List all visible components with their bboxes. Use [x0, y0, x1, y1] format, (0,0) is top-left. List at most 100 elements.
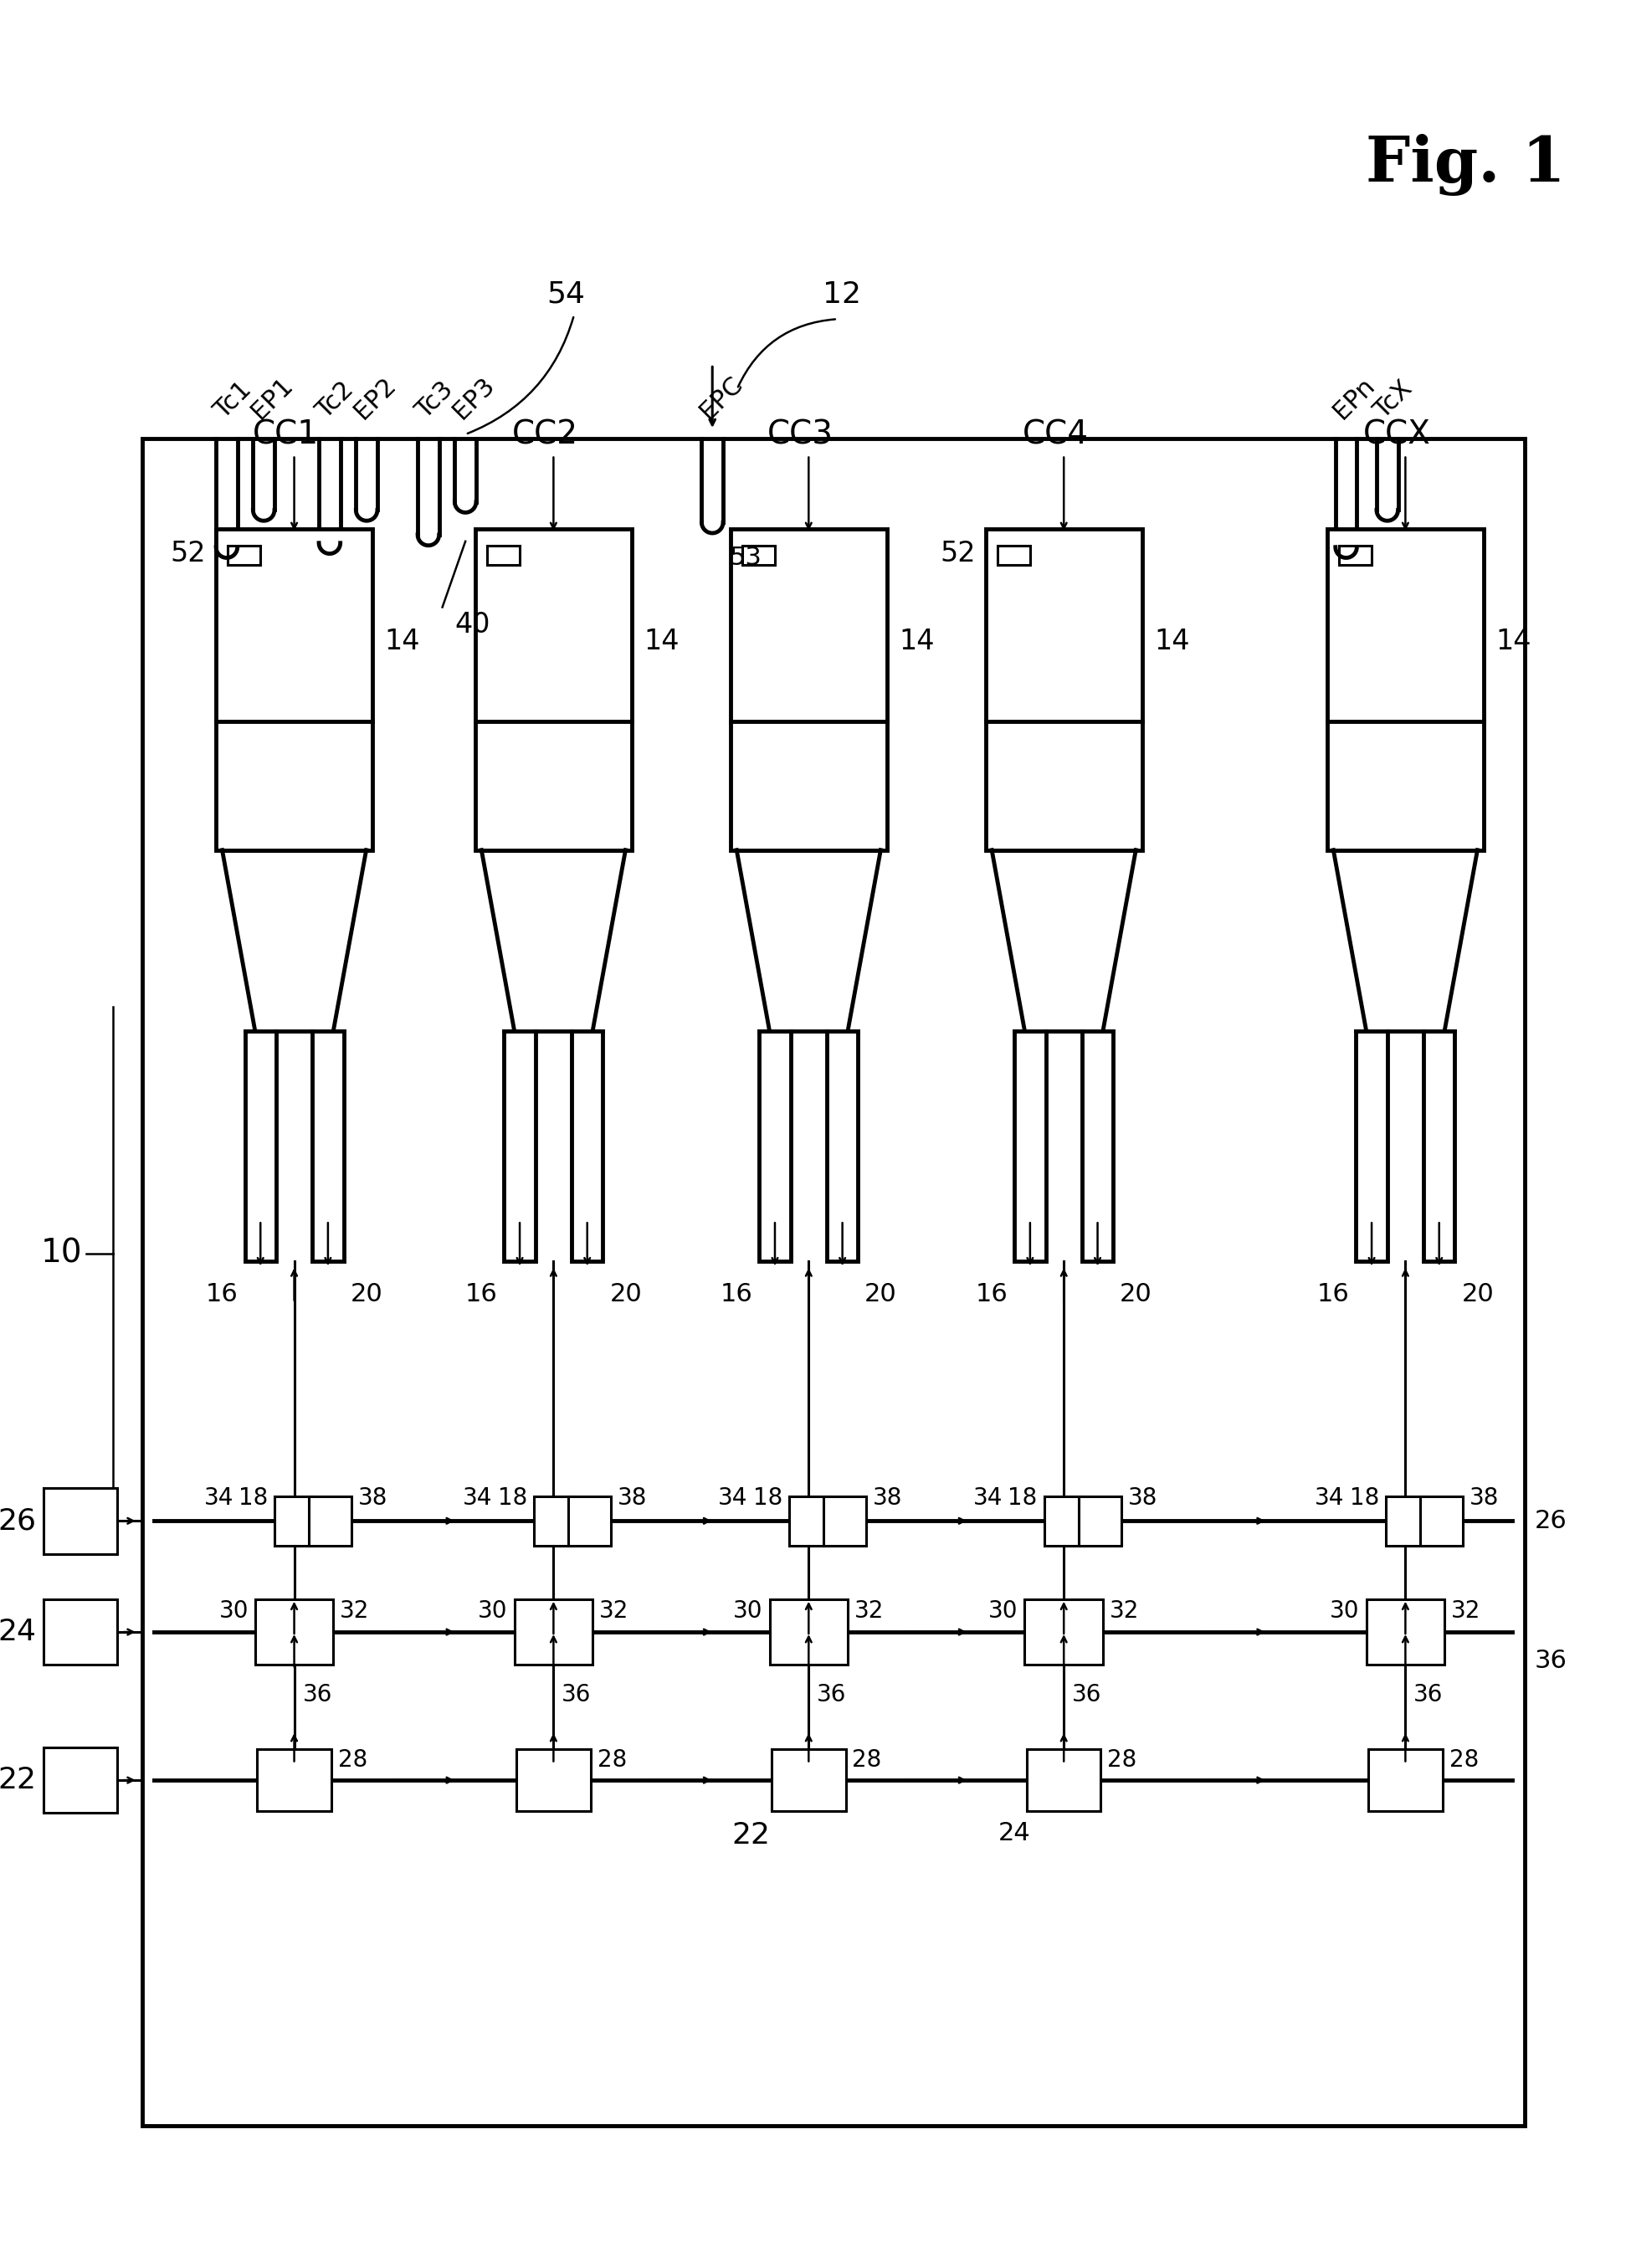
Text: 14: 14 [385, 628, 420, 655]
Bar [569, 1497, 611, 1545]
Text: 30: 30 [478, 1599, 507, 1624]
Bar [504, 1032, 535, 1261]
Bar [1338, 544, 1372, 565]
Text: 34: 34 [203, 1486, 233, 1510]
Text: 20: 20 [1120, 1281, 1153, 1306]
Text: 32: 32 [598, 1599, 629, 1624]
Bar [741, 544, 776, 565]
Bar [141, 438, 1525, 2125]
Bar [1081, 1032, 1114, 1261]
Bar [985, 528, 1141, 850]
Text: 38: 38 [358, 1486, 389, 1510]
Text: 40: 40 [455, 612, 491, 640]
Text: 16: 16 [720, 1281, 753, 1306]
Bar [312, 1032, 343, 1261]
Text: 38: 38 [873, 1486, 902, 1510]
Text: 18: 18 [1350, 1486, 1379, 1510]
Text: 16: 16 [976, 1281, 1008, 1306]
Text: 52: 52 [171, 540, 207, 567]
Text: 30: 30 [220, 1599, 249, 1624]
Bar [1423, 1032, 1455, 1261]
Bar [1356, 1032, 1387, 1261]
Bar [44, 1488, 117, 1554]
Bar [759, 1032, 790, 1261]
Bar [1369, 1749, 1442, 1812]
Text: 32: 32 [1450, 1599, 1481, 1624]
Text: 34: 34 [719, 1486, 748, 1510]
Bar [257, 1749, 332, 1812]
Bar [1366, 1599, 1444, 1665]
Bar [228, 544, 260, 565]
Text: 26: 26 [0, 1506, 36, 1535]
Text: Tc3: Tc3 [411, 376, 459, 424]
Text: 20: 20 [610, 1281, 642, 1306]
Text: 14: 14 [899, 628, 935, 655]
Text: CCX: CCX [1363, 420, 1431, 451]
Bar [1078, 1497, 1122, 1545]
Text: 54: 54 [546, 281, 585, 308]
Text: 28: 28 [597, 1749, 626, 1771]
Text: 34: 34 [463, 1486, 493, 1510]
Text: CC3: CC3 [767, 420, 834, 451]
Text: CC2: CC2 [512, 420, 579, 451]
Text: 12: 12 [823, 281, 860, 308]
Text: 18: 18 [239, 1486, 268, 1510]
Text: Tc2: Tc2 [312, 376, 359, 424]
Bar [44, 1746, 117, 1812]
Text: 36: 36 [1413, 1683, 1444, 1706]
Text: EP2: EP2 [350, 372, 400, 424]
Text: CC1: CC1 [254, 420, 319, 451]
Text: 53: 53 [730, 544, 763, 569]
Text: 34: 34 [1315, 1486, 1345, 1510]
Bar [769, 1599, 847, 1665]
Text: 16: 16 [1317, 1281, 1350, 1306]
Text: 28: 28 [1107, 1749, 1137, 1771]
Text: TcX: TcX [1371, 376, 1418, 424]
Bar [216, 528, 372, 850]
Bar [309, 1497, 351, 1545]
Bar [730, 528, 886, 850]
Bar [772, 1749, 846, 1812]
Text: 18: 18 [1008, 1486, 1037, 1510]
Text: 28: 28 [852, 1749, 881, 1771]
Bar [517, 1749, 590, 1812]
Bar [1419, 1497, 1463, 1545]
Text: 10: 10 [41, 1238, 83, 1270]
Text: 36: 36 [1072, 1683, 1102, 1706]
Text: EPC: EPC [696, 372, 748, 424]
Text: 38: 38 [618, 1486, 647, 1510]
Text: 30: 30 [733, 1599, 763, 1624]
Bar [572, 1032, 603, 1261]
Text: 32: 32 [854, 1599, 885, 1624]
Bar [1327, 528, 1483, 850]
Text: 30: 30 [1330, 1599, 1359, 1624]
Text: EP3: EP3 [449, 372, 499, 424]
Text: 16: 16 [465, 1281, 498, 1306]
Text: 38: 38 [1470, 1486, 1499, 1510]
Text: 36: 36 [561, 1683, 592, 1706]
Bar [475, 528, 631, 850]
Bar [1385, 1497, 1424, 1545]
Text: 28: 28 [1449, 1749, 1478, 1771]
Text: EP1: EP1 [247, 372, 298, 424]
Text: 32: 32 [340, 1599, 369, 1624]
Bar [997, 544, 1029, 565]
Text: 52: 52 [940, 540, 976, 567]
Bar [823, 1497, 867, 1545]
Bar [1026, 1749, 1101, 1812]
Text: 22: 22 [0, 1767, 36, 1794]
Text: 18: 18 [498, 1486, 527, 1510]
Text: 24: 24 [0, 1617, 36, 1647]
Text: Fig. 1: Fig. 1 [1366, 134, 1566, 195]
Bar [789, 1497, 828, 1545]
Text: 26: 26 [1535, 1508, 1567, 1533]
Text: 14: 14 [644, 628, 680, 655]
Text: 28: 28 [338, 1749, 367, 1771]
Bar [533, 1497, 574, 1545]
Bar [1024, 1599, 1102, 1665]
Text: 18: 18 [753, 1486, 782, 1510]
Text: 14: 14 [1154, 628, 1190, 655]
Bar [1015, 1032, 1046, 1261]
Text: 32: 32 [1109, 1599, 1140, 1624]
Bar [44, 1599, 117, 1665]
